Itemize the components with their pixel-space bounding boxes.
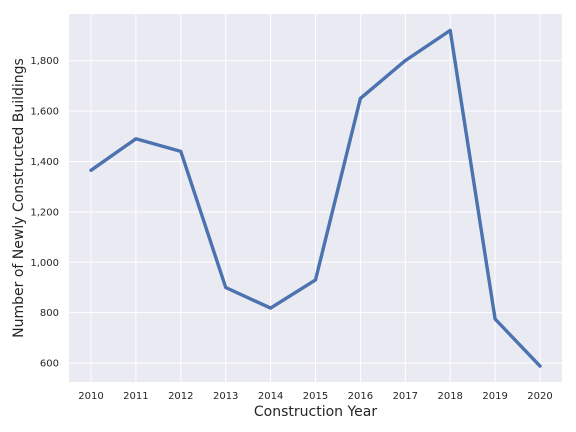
x-tick-label: 2014 (258, 391, 283, 402)
series-line (89, 28, 542, 368)
x-tick-label: 2016 (348, 391, 373, 402)
y-tick-labels: 600 800 1,000 1,200 1,400 1,600 1,800 (30, 56, 59, 369)
x-tick-label: 2013 (213, 391, 238, 402)
x-tick-label: 2011 (123, 391, 148, 402)
y-tick-label: 1,200 (30, 207, 59, 218)
series-layer (89, 28, 542, 368)
x-tick-label: 2019 (482, 391, 507, 402)
x-tick-label: 2015 (303, 391, 328, 402)
y-axis-title: Number of Newly Constructed Buildings (11, 58, 27, 338)
y-tick-label: 800 (40, 308, 59, 319)
x-axis-title: Construction Year (254, 404, 377, 420)
y-tick-label: 1,000 (30, 258, 59, 269)
x-tick-label: 2012 (168, 391, 193, 402)
x-tick-label: 2020 (527, 391, 552, 402)
x-tick-label: 2017 (393, 391, 418, 402)
x-tick-labels: 2010 2011 2012 2013 2014 2015 2016 2017 2018 2019… (78, 391, 552, 402)
y-tick-label: 1,600 (30, 107, 59, 118)
x-tick-label: 2018 (437, 391, 462, 402)
y-tick-label: 600 (40, 359, 59, 370)
y-tick-label: 1,800 (30, 56, 59, 67)
y-tick-label: 1,400 (30, 157, 59, 168)
x-tick-label: 2010 (78, 391, 103, 402)
